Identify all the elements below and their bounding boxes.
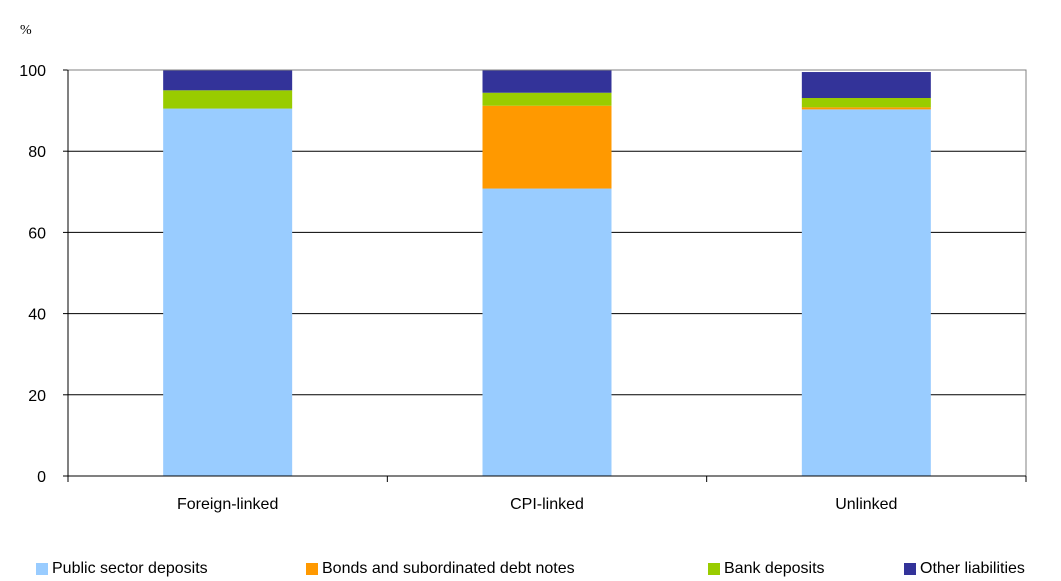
bar-segment <box>801 72 931 99</box>
y-unit-label: % <box>20 23 32 38</box>
stacked-bar-chart: % 0 20 40 60 80 100 Foreign-linked CPI-linked U… <box>19 23 1027 513</box>
legend-swatch <box>708 563 720 575</box>
y-tick-label: 80 <box>28 144 46 161</box>
bar-segment <box>482 105 612 189</box>
y-tick-label: 40 <box>28 307 46 324</box>
legend-item: Public sector deposits <box>36 560 208 578</box>
legend-label: Bonds and subordinated debt notes <box>322 560 575 577</box>
y-tick-labels: 0 20 40 60 80 100 <box>19 63 46 486</box>
axes <box>67 69 1027 482</box>
legend-item: Other liabilities <box>904 560 1025 578</box>
legend-swatch <box>904 563 916 575</box>
x-category-label: Foreign-linked <box>177 496 278 513</box>
y-tick-label: 0 <box>37 469 46 486</box>
y-tick-label: 60 <box>28 225 46 242</box>
legend-swatch <box>36 563 48 575</box>
bar-segment <box>163 108 293 476</box>
legend-label: Other liabilities <box>920 560 1025 577</box>
legend-label: Bank deposits <box>724 560 825 577</box>
x-category-label: Unlinked <box>835 496 897 513</box>
bar-segment <box>482 188 612 476</box>
y-tick-label: 20 <box>28 388 46 405</box>
bar-segment <box>163 70 293 91</box>
bar-segment <box>482 92 612 106</box>
x-category-labels: Foreign-linked CPI-linked Unlinked <box>177 496 897 513</box>
x-category-label: CPI-linked <box>510 496 584 513</box>
legend-label: Public sector deposits <box>52 560 208 577</box>
bar-segment <box>482 70 612 93</box>
bar-segment <box>163 90 293 109</box>
bar-segment <box>801 109 931 476</box>
legend-swatch <box>306 563 318 575</box>
bars <box>163 70 931 476</box>
legend-item: Bank deposits <box>708 560 825 578</box>
y-tick-label: 100 <box>19 63 46 80</box>
bar-segment <box>801 107 931 110</box>
bar-segment <box>801 98 931 108</box>
legend: Public sector deposits Bonds and subordin… <box>0 560 1061 581</box>
legend-item: Bonds and subordinated debt notes <box>306 560 575 578</box>
